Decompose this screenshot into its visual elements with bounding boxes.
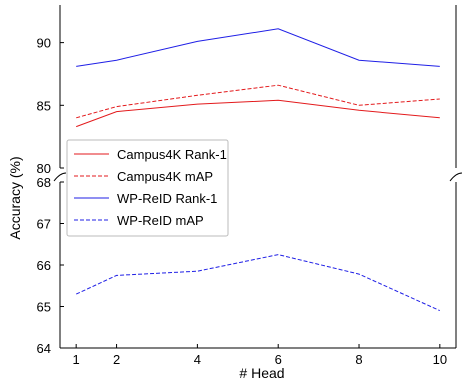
lower-panel: 64 65 66 67 68 <box>37 172 463 356</box>
legend-label-2: Campus4K mAP <box>117 169 213 184</box>
x-tick-label: 6 <box>275 352 282 367</box>
lower-y-tick-label: 64 <box>37 341 51 356</box>
legend-label-3: WP-ReID Rank-1 <box>117 191 217 206</box>
lower-y-tick-label: 66 <box>37 258 51 273</box>
y-axis-title: Accuracy (%) <box>7 156 23 239</box>
upper-y-tick-label: 80 <box>37 161 51 176</box>
left-break-mark <box>53 172 67 182</box>
lower-y-tick-label: 65 <box>37 300 51 315</box>
lower-y-tick-label: 68 <box>37 175 51 190</box>
upper-y-tick-label: 90 <box>37 36 51 51</box>
legend: Campus4K Rank-1 Campus4K mAP WP-ReID Rank-… <box>66 139 229 237</box>
series-layer <box>75 28 441 312</box>
series-line-3 <box>76 28 440 67</box>
x-tick-label: 4 <box>194 352 201 367</box>
right-break-mark <box>449 172 463 182</box>
series-line-4 <box>75 254 441 312</box>
legend-label-4: WP-ReID mAP <box>117 213 204 228</box>
series-line-2 <box>76 84 440 119</box>
x-axis-title: # Head <box>239 365 284 381</box>
x-tick-label: 1 <box>73 352 80 367</box>
x-tick-label: 2 <box>113 352 120 367</box>
x-tick-label: 10 <box>433 352 447 367</box>
series-line-1 <box>76 99 440 128</box>
upper-y-tick-label: 85 <box>37 98 51 113</box>
x-tick-label: 8 <box>355 352 362 367</box>
legend-label-1: Campus4K Rank-1 <box>117 147 227 162</box>
x-ticks: 1 2 4 6 8 10 <box>73 344 447 367</box>
lower-y-tick-label: 67 <box>37 217 51 232</box>
legend-box <box>66 139 229 237</box>
upper-panel: 80 85 90 <box>37 5 457 176</box>
